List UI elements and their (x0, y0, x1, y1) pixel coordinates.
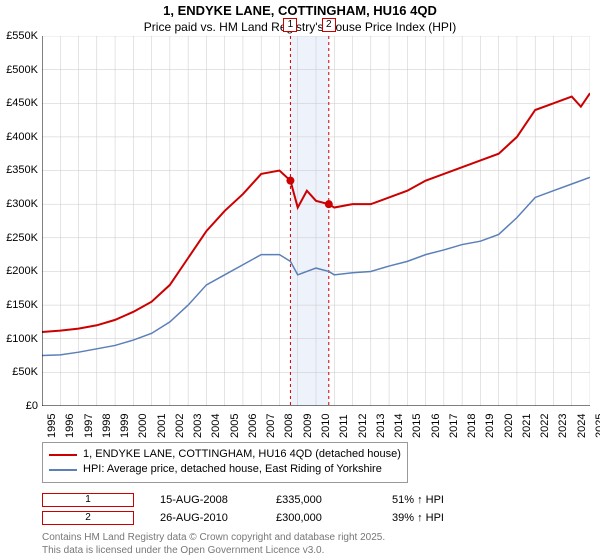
x-tick-label: 2005 (229, 413, 241, 437)
x-tick-label: 2025 (594, 413, 600, 437)
sale-price: £335,000 (276, 494, 366, 506)
x-tick-label: 1995 (46, 413, 58, 437)
x-tick-label: 2001 (156, 413, 168, 437)
sale-vs-hpi: 39% ↑ HPI (392, 512, 482, 524)
x-tick-label: 2004 (210, 413, 222, 437)
x-tick-label: 2006 (247, 413, 259, 437)
x-tick-label: 2016 (430, 413, 442, 437)
sale-vs-hpi: 51% ↑ HPI (392, 494, 482, 506)
x-tick-label: 2009 (302, 413, 314, 437)
sale-marker-2: 2 (322, 18, 336, 32)
y-tick-label: £500K (6, 64, 38, 76)
legend-label: HPI: Average price, detached house, East… (83, 462, 382, 477)
x-tick-label: 2021 (521, 413, 533, 437)
x-tick-label: 2011 (338, 414, 350, 438)
x-tick-label: 2014 (393, 413, 405, 437)
x-tick-label: 2010 (320, 413, 332, 437)
x-tick-label: 2012 (357, 413, 369, 437)
footnote-line: Contains HM Land Registry data © Crown c… (42, 531, 590, 544)
chart-subtitle: Price paid vs. HM Land Registry's House … (0, 20, 600, 36)
y-tick-label: £350K (6, 164, 38, 176)
chart-area: £0£50K£100K£150K£200K£250K£300K£350K£400… (42, 36, 590, 406)
x-tick-label: 1996 (64, 413, 76, 437)
x-tick-label: 2017 (448, 413, 460, 437)
legend-swatch (49, 469, 77, 471)
x-tick-label: 1997 (83, 413, 95, 437)
legend-item: 1, ENDYKE LANE, COTTINGHAM, HU16 4QD (de… (49, 447, 401, 462)
x-tick-label: 2022 (539, 413, 551, 437)
legend: 1, ENDYKE LANE, COTTINGHAM, HU16 4QD (de… (42, 442, 408, 483)
footnote-line: This data is licensed under the Open Gov… (42, 544, 590, 557)
y-tick-label: £0 (26, 400, 38, 412)
sale-row: 2 26-AUG-2010 £300,000 39% ↑ HPI (42, 511, 590, 525)
x-tick-label: 2018 (466, 413, 478, 437)
x-tick-label: 2013 (375, 413, 387, 437)
y-tick-label: £550K (6, 30, 38, 42)
x-tick-label: 2020 (503, 413, 515, 437)
x-tick-label: 2019 (484, 413, 496, 437)
x-tick-label: 2000 (137, 413, 149, 437)
chart-title: 1, ENDYKE LANE, COTTINGHAM, HU16 4QD (0, 0, 600, 20)
sale-price: £300,000 (276, 512, 366, 524)
x-tick-label: 2015 (411, 413, 423, 437)
y-tick-label: £250K (6, 232, 38, 244)
y-tick-label: £450K (6, 97, 38, 109)
sales-table: 1 15-AUG-2008 £335,000 51% ↑ HPI 2 26-AUG-201… (42, 493, 590, 525)
x-tick-label: 2003 (192, 413, 204, 437)
legend-swatch (49, 454, 77, 456)
y-tick-label: £150K (6, 299, 38, 311)
x-tick-label: 2024 (576, 413, 588, 437)
sale-marker-ref: 2 (42, 511, 134, 525)
x-tick-label: 2023 (557, 413, 569, 437)
y-tick-label: £50K (12, 366, 38, 378)
x-tick-label: 2002 (174, 413, 186, 437)
x-tick-label: 2008 (283, 413, 295, 437)
y-tick-label: £300K (6, 198, 38, 210)
x-tick-label: 1998 (101, 413, 113, 437)
legend-label: 1, ENDYKE LANE, COTTINGHAM, HU16 4QD (de… (83, 447, 401, 462)
sale-row: 1 15-AUG-2008 £335,000 51% ↑ HPI (42, 493, 590, 507)
line-chart (42, 36, 590, 406)
sale-date: 15-AUG-2008 (160, 494, 250, 506)
y-tick-label: £100K (6, 333, 38, 345)
x-tick-label: 1999 (119, 413, 131, 437)
sale-marker-1: 1 (283, 18, 297, 32)
sale-marker-ref: 1 (42, 493, 134, 507)
sale-date: 26-AUG-2010 (160, 512, 250, 524)
legend-item: HPI: Average price, detached house, East… (49, 462, 401, 477)
x-tick-label: 2007 (265, 413, 277, 437)
footnote: Contains HM Land Registry data © Crown c… (42, 531, 590, 557)
y-tick-label: £400K (6, 131, 38, 143)
y-tick-label: £200K (6, 265, 38, 277)
